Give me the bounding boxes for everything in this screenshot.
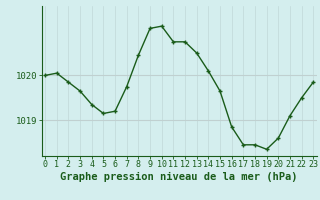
X-axis label: Graphe pression niveau de la mer (hPa): Graphe pression niveau de la mer (hPa) <box>60 172 298 182</box>
